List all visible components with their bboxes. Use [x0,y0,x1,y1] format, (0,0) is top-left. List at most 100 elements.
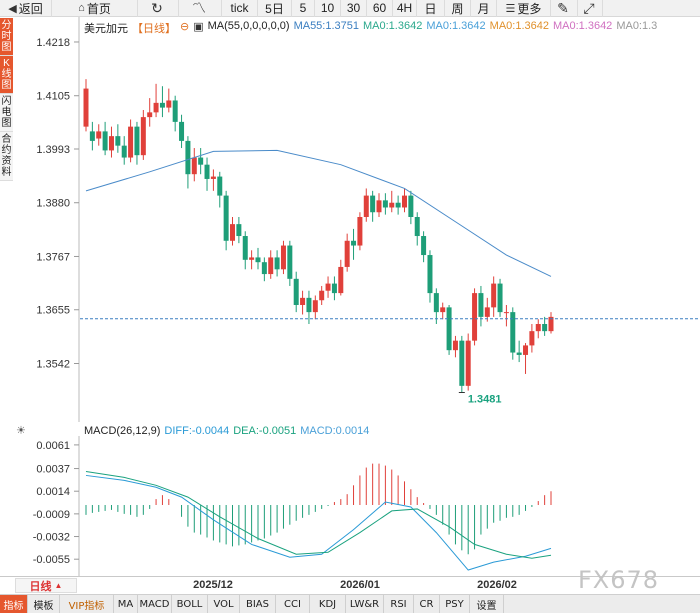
candle-body [140,117,146,156]
indicator-tab-vol[interactable]: VOL [208,595,240,613]
main-legend: 美元加元 【日线】 ⊖ ▣ MA(55,0,0,0,0,0) MA55:1.37… [84,20,657,36]
toolbar-button-refresh[interactable]: ↻ [138,0,179,17]
toolbar-button-expand[interactable]: ⤢ [578,0,603,17]
indicator-tab-vip[interactable]: VIP指标 [60,595,114,613]
indicator-tab-[interactable]: 模板 [28,595,60,613]
macd-tick-label: 0.0037 [36,464,70,476]
candle-body [249,257,255,260]
pencil-icon: ✎ [557,0,569,16]
candle-body [510,312,516,353]
candle-body [121,145,127,158]
macd-tick-label: 0.0014 [36,486,70,498]
macd-dea-line [85,471,552,559]
toolbar-button-tick[interactable]: tick [222,0,258,17]
candle-body [503,312,509,314]
toolbar-button-label: 首页 [86,1,111,16]
candle-body [338,266,344,294]
indicator-tab-lwr[interactable]: LW&R [346,595,384,613]
indicator-settings-icon[interactable]: ☀ [16,425,26,437]
candle-body [516,352,522,355]
ma-toggle-icon[interactable]: ▣ [193,21,204,33]
candle-body [306,297,312,313]
candle-body [89,131,95,141]
price-tick-label: 1.4218 [36,37,70,49]
toolbar-button-label: 月 [477,1,490,16]
candle-body [102,131,108,151]
macd-chart[interactable]: 0.0061 0.0037 0.0014 -0.0009 -0.0032 -0.0055 [0,436,700,576]
chart-icon: 〽 [192,0,206,16]
toolbar-button-返回[interactable]: ◀ 返回 [0,0,52,17]
toolbar-button-5[interactable]: 5 [292,0,315,17]
side-tab-2[interactable]: 闪电图 [0,94,13,132]
candle-body [446,307,452,351]
toolbar-button-月[interactable]: 月 [471,0,497,17]
toolbar-button-10[interactable]: 10 [315,0,341,17]
ma55-line [85,149,552,277]
toolbar-button-30[interactable]: 30 [341,0,367,17]
toolbar-button-pencil[interactable]: ✎ [551,0,578,17]
price-chart[interactable]: 1.4218 1.4105 1.3993 1.3880 1.3767 1.3655 1.35… [0,17,700,437]
price-tick-label: 1.3655 [36,305,70,317]
side-tab-0[interactable]: 分时图 [0,18,13,56]
candle-body [223,195,229,241]
date-label: 2026/02 [477,579,517,591]
candle-body [255,257,261,263]
indicator-tab-ma[interactable]: MA [114,595,138,613]
toolbar-button-日[interactable]: 日 [417,0,445,17]
watermark-logo: FX678 [578,566,660,594]
indicator-tab-cr[interactable]: CR [414,595,440,613]
toolbar-button-更多[interactable]: ☰ 更多 [497,0,551,17]
candle-body [147,112,153,118]
indicator-tab-macd[interactable]: MACD [138,595,172,613]
indicator-tab-kdj[interactable]: KDJ [310,595,346,613]
candle-body [153,102,159,113]
toolbar-button-5日[interactable]: 5日 [258,0,292,17]
candle-body [370,195,376,213]
add-indicator-icon[interactable]: ⊖ [180,21,190,33]
home-icon: ⌂ [78,2,85,14]
candle-body [166,100,172,108]
toolbar-button-首页[interactable]: ⌂ 首页 [52,0,138,17]
indicator-tab-bias[interactable]: BIAS [240,595,276,613]
indicator-tab-psy[interactable]: PSY [440,595,470,613]
candle-body [325,283,331,291]
price-tick-label: 1.3767 [36,251,70,263]
price-tick-label: 1.3542 [36,358,70,370]
candle-body [357,217,363,246]
macd-tick-label: 0.0061 [36,440,70,452]
candle-body [179,121,185,141]
indicator-tab-boll[interactable]: BOLL [172,595,208,613]
ma0-value-4: MA0:1.3642 [552,20,613,32]
candle-body [427,255,433,294]
indicator-tab-rsi[interactable]: RSI [384,595,414,613]
candle-body [535,324,541,332]
side-tab-3[interactable]: 合约资料 [0,132,13,181]
macd-params-label: MACD(26,12,9) [84,425,161,437]
back-icon: ◀ [8,2,17,15]
candle-body [242,236,248,260]
date-label: 2025/12 [193,579,233,591]
candle-body [230,224,236,241]
toolbar-button-周[interactable]: 周 [445,0,471,17]
candle-body [548,316,554,332]
toolbar-button-4H[interactable]: 4H [393,0,417,17]
ma0-value-1: MA0:1.3642 [363,20,423,32]
indicator-tab-[interactable]: 指标 [0,595,28,613]
price-tick-label: 1.4105 [36,91,70,103]
macd-tick-label: -0.0009 [33,509,70,521]
candle-body [433,293,439,313]
candle-body [491,283,497,308]
expand-icon: ⤢ [583,0,595,16]
toolbar-button-60[interactable]: 60 [367,0,393,17]
indicator-tab-cci[interactable]: CCI [276,595,310,613]
candle-body [465,340,471,386]
candle-body [217,176,223,196]
indicator-tab-[interactable]: 设置 [470,595,504,613]
candle-body [351,240,357,246]
candle-body [236,224,242,237]
toolbar-button-chart[interactable]: 〽 [179,0,222,17]
period-selector[interactable]: 日线 ▲ [15,578,77,593]
